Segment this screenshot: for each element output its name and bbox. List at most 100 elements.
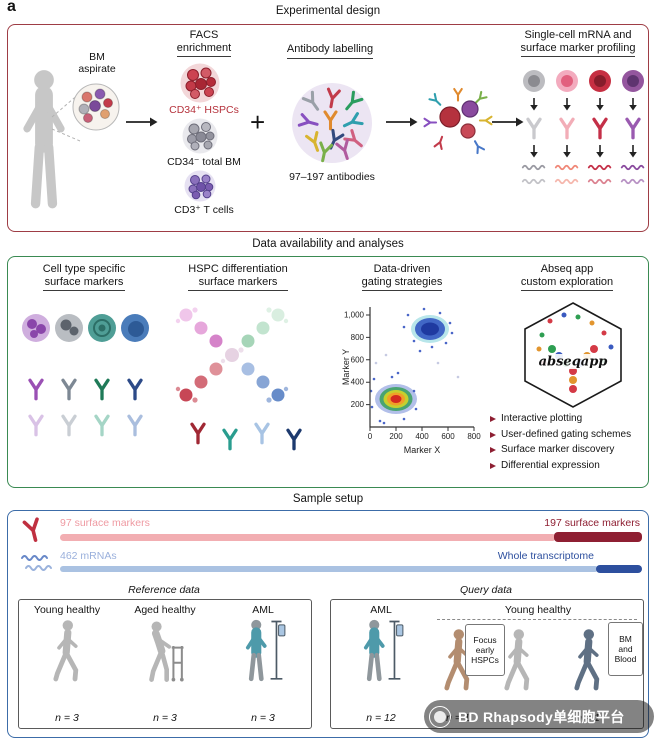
n-count: n = 12 bbox=[366, 712, 396, 724]
mrna-squiggle-icon bbox=[587, 163, 613, 172]
abseq-app-header: Abseq app custom exploration bbox=[486, 263, 648, 291]
cell-types-icons bbox=[22, 314, 149, 342]
x-tick: 600 bbox=[441, 432, 455, 441]
cell-type-antibody-row-2 bbox=[26, 413, 145, 437]
y-tick: 600 bbox=[351, 355, 365, 364]
cell-type-antibody-row-1 bbox=[26, 377, 145, 401]
gating-strategies-header: Data-driven gating strategies bbox=[322, 263, 482, 291]
watermark-logo-icon bbox=[429, 705, 451, 728]
arrow-down-icon bbox=[629, 145, 637, 158]
antibody-icon bbox=[284, 427, 304, 451]
panel-label: a bbox=[7, 0, 16, 15]
mrna-squiggle-icon bbox=[521, 177, 547, 186]
antibody-icon bbox=[26, 377, 46, 401]
analyses-box: Cell type specific surface markers bbox=[7, 256, 649, 488]
profiling-grid bbox=[520, 69, 648, 227]
mrna-squiggle-icon bbox=[24, 563, 54, 573]
cd34pos-hspc-label: CD34⁺ HSPCs bbox=[169, 104, 239, 116]
antibody-count-label: 97–197 antibodies bbox=[289, 171, 375, 183]
cd34neg-totalbm-cells-icon bbox=[182, 118, 218, 154]
arrow-right-icon bbox=[492, 117, 524, 127]
antibody-icon bbox=[557, 116, 577, 140]
mrna-squiggle-icon bbox=[20, 553, 50, 563]
flow-cytometry-plot: 1,000 800 600 400 200 0 200 400 600 800 … bbox=[341, 307, 481, 455]
facs-enrichment-header: FACS enrichment bbox=[154, 29, 254, 57]
y-tick: 400 bbox=[351, 378, 365, 387]
walking-person-icon bbox=[571, 628, 605, 692]
cell-icon bbox=[523, 70, 545, 92]
section-title-experimental-design: Experimental design bbox=[275, 5, 381, 17]
mrna-462-label: 462 mRNAs bbox=[60, 550, 117, 562]
n-count: n = 3 bbox=[251, 712, 275, 724]
cd3-tcells-icon bbox=[184, 170, 216, 202]
bm-aspirate-cells-icon bbox=[72, 83, 120, 131]
bm-aspirate-label: BM aspirate bbox=[78, 51, 116, 75]
aged-person-walker-icon bbox=[138, 619, 192, 683]
n-count: n = 3 bbox=[153, 712, 177, 724]
arrow-down-icon bbox=[563, 145, 571, 158]
query-young-healthy-label: Young healthy bbox=[504, 604, 572, 616]
abseqapp-hexagon-icon: abseqapp bbox=[524, 302, 622, 408]
reference-data-header: Reference data bbox=[128, 584, 200, 596]
y-tick: 1,000 bbox=[344, 311, 365, 320]
bullet-arrow-icon bbox=[490, 447, 496, 454]
antibody-pool-icon bbox=[292, 83, 372, 164]
antibody-labelling-header: Antibody labelling bbox=[266, 39, 394, 59]
arrow-down-icon bbox=[596, 145, 604, 158]
section-title-sample-setup: Sample setup bbox=[292, 493, 364, 505]
antibody-icon bbox=[125, 413, 145, 437]
antibody-icon bbox=[59, 377, 79, 401]
focus-early-hspcs-note: Focus early HSPCs bbox=[465, 624, 505, 676]
surface-markers-197-label: 197 surface markers bbox=[544, 517, 640, 529]
experimental-design-box: BM aspirate FACS enrichment bbox=[7, 24, 649, 232]
bullet-arrow-icon bbox=[490, 431, 496, 438]
list-item: Differential expression bbox=[490, 460, 652, 473]
mrna-squiggle-icon bbox=[554, 177, 580, 186]
surface-marker-bar-extension bbox=[554, 532, 642, 542]
patient-iv-pole-icon bbox=[235, 619, 291, 683]
watermark-text: BD Rhapsody单细胞平台 bbox=[458, 708, 625, 725]
surface-markers-97-label: 97 surface markers bbox=[60, 517, 150, 529]
antibody-icon bbox=[188, 421, 208, 445]
cd34pos-hspc-cells-icon bbox=[180, 63, 220, 103]
dashed-divider bbox=[437, 619, 637, 620]
x-tick: 200 bbox=[389, 432, 403, 441]
reference-group-aml: AML n = 3 bbox=[219, 600, 307, 728]
cell-icon bbox=[622, 70, 644, 92]
whole-transcriptome-label: Whole transcriptome bbox=[497, 550, 594, 562]
plus-sign: + bbox=[250, 107, 266, 137]
antibody-icon bbox=[19, 515, 47, 546]
x-axis-label: Marker X bbox=[404, 445, 441, 455]
labelled-cells-icon bbox=[423, 87, 493, 155]
arrow-down-icon bbox=[596, 98, 604, 111]
mrna-bar-extension bbox=[596, 565, 642, 573]
walking-person-icon bbox=[501, 628, 535, 692]
bm-and-blood-note: BM and Blood bbox=[608, 622, 643, 676]
antibody-icon bbox=[252, 421, 272, 445]
arrow-right-icon bbox=[386, 117, 418, 127]
x-tick: 800 bbox=[467, 432, 481, 441]
cell-icon bbox=[556, 70, 578, 92]
reference-data-box: Young healthy n = 3 Aged healthy n = 3 A… bbox=[18, 599, 312, 729]
cd34neg-totalbm-label: CD34⁻ total BM bbox=[167, 156, 241, 168]
cd3-tcells-label: CD3⁺ T cells bbox=[174, 204, 234, 216]
antibody-icon bbox=[59, 413, 79, 437]
list-item: Interactive plotting bbox=[490, 413, 652, 426]
antibody-icon bbox=[220, 427, 240, 451]
patient-iv-pole-icon bbox=[353, 619, 409, 683]
antibody-icon bbox=[92, 413, 112, 437]
antibody-icon bbox=[125, 377, 145, 401]
x-tick: 400 bbox=[415, 432, 429, 441]
reference-group-aged: Aged healthy n = 3 bbox=[134, 604, 196, 724]
n-count: n = 3 bbox=[55, 712, 79, 724]
bullet-arrow-icon bbox=[490, 416, 496, 423]
reference-group-young: Young healthy n = 3 bbox=[33, 604, 101, 724]
antibody-icon bbox=[26, 413, 46, 437]
arrow-down-icon bbox=[629, 98, 637, 111]
cell-type-markers-header: Cell type specific surface markers bbox=[14, 263, 154, 291]
magnifier-dashed-lines bbox=[51, 92, 81, 142]
mrna-squiggle-icon bbox=[587, 177, 613, 186]
abseq-feature-list: Interactive plotting User-defined gating… bbox=[490, 413, 652, 472]
x-tick: 0 bbox=[368, 432, 373, 441]
